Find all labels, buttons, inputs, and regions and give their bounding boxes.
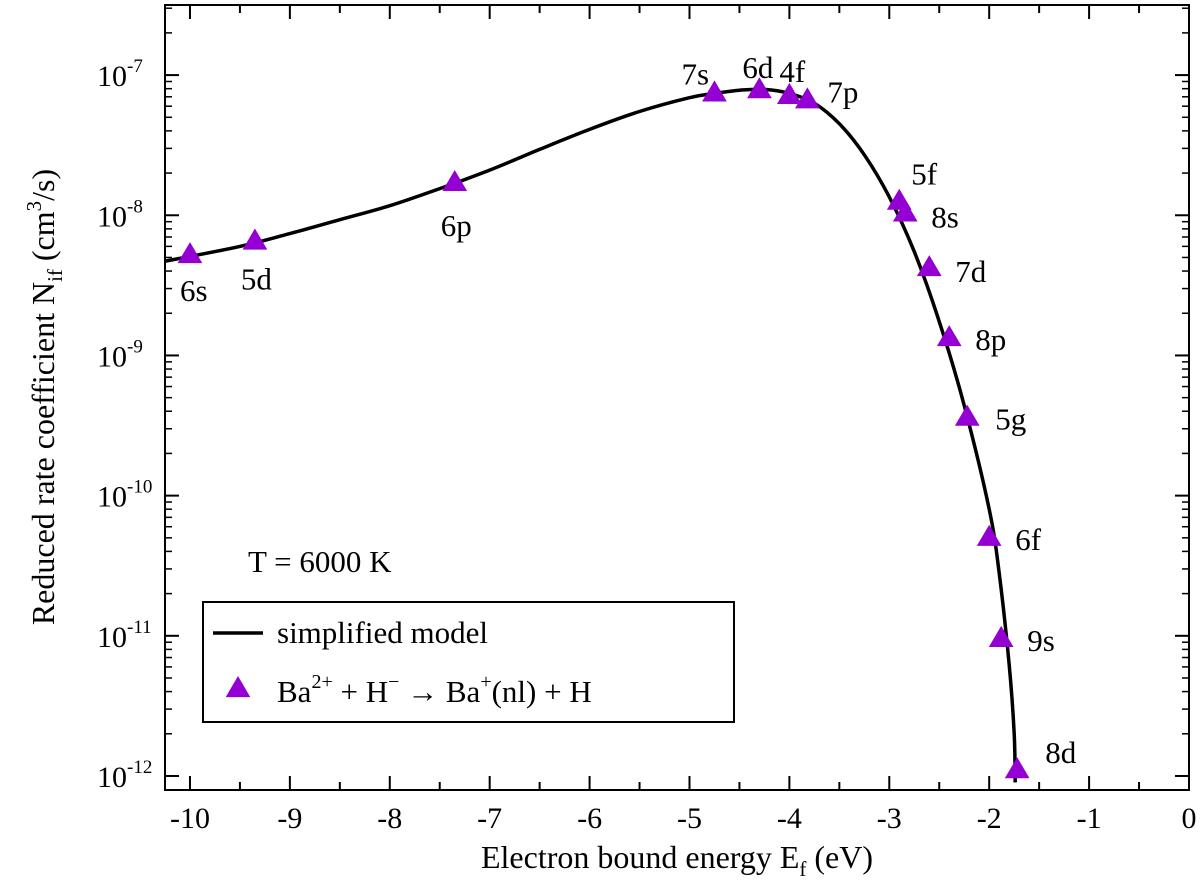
legend-reaction-part-1: Ba: [277, 674, 312, 709]
legend: simplified model Ba2+ + H− → Ba+(nl) + H: [202, 601, 735, 723]
point-label-5g: 5g: [995, 402, 1026, 437]
axis-ticks: [165, 5, 1190, 790]
legend-label-model: simplified model: [277, 615, 488, 650]
legend-reaction-sup-1: 2+: [311, 671, 332, 693]
marker-6p: [442, 170, 468, 191]
legend-reaction-part-2: + H: [333, 674, 388, 709]
data-markers: [177, 77, 1030, 779]
y-tick-label: 10-7: [97, 56, 143, 93]
x-tick-label: -9: [277, 802, 302, 835]
x-axis-title-sub: f: [799, 857, 806, 881]
legend-box: [202, 601, 735, 723]
point-label-6f: 6f: [1015, 522, 1041, 557]
y-axis-title-sub: if: [43, 269, 67, 282]
marker-5d: [242, 228, 268, 250]
x-tick-label: -5: [677, 802, 702, 835]
marker-6s: [177, 242, 203, 264]
point-label-8p: 8p: [975, 322, 1006, 357]
y-axis-title-sup: 3: [22, 201, 46, 212]
marker-5g: [954, 404, 980, 426]
x-tick-labels: -10 -9 -8 -7 -6 -5 -4 -3 -2 -1 0: [170, 802, 1197, 835]
legend-reaction-part-3: → Ba: [399, 674, 480, 709]
model-line: [164, 87, 1017, 783]
x-tick-label: -2: [977, 802, 1002, 835]
marker-7d: [916, 255, 942, 277]
marker-8p: [936, 325, 962, 347]
point-label-7d: 7d: [955, 254, 987, 289]
temperature-annotation: T = 6000 K: [248, 544, 392, 579]
x-axis-title: Electron bound energy Ef (eV): [481, 839, 873, 881]
y-axis-title-main: Reduced rate coefficient N: [25, 282, 61, 625]
legend-reaction-sup-3: +: [480, 671, 491, 693]
x-axis-title-tail: (eV): [806, 839, 873, 875]
point-label-7p: 7p: [827, 74, 858, 109]
legend-reaction-sup-2: −: [388, 671, 399, 693]
y-tick-labels: 10-12 10-11 10-10 10-9 10-8 10-7: [97, 56, 152, 794]
point-label-9s: 9s: [1027, 623, 1055, 658]
point-label-7s: 7s: [682, 56, 710, 91]
y-tick-label: 10-9: [97, 336, 143, 373]
x-tick-label: -8: [377, 802, 402, 835]
point-label-8d: 8d: [1045, 735, 1077, 770]
x-tick-label: -1: [1077, 802, 1102, 835]
y-axis-title-mid: (cm: [25, 211, 61, 269]
point-labels: 6s 5d 6p 7s 6d 4f 7p 5f 8s 7d 8p 5g 6f 9s 8d: [180, 50, 1077, 770]
marker-9s: [988, 625, 1014, 647]
legend-reaction-part-4: (nl) + H: [492, 674, 592, 709]
point-label-6d: 6d: [742, 50, 774, 85]
x-tick-label: -3: [877, 802, 902, 835]
marker-6d: [747, 77, 772, 99]
marker-7p: [795, 87, 820, 109]
marker-6f: [976, 524, 1002, 546]
y-tick-label: 10-11: [97, 617, 152, 654]
point-label-5f: 5f: [911, 157, 938, 192]
point-label-5d: 5d: [241, 262, 273, 297]
x-tick-label: -10: [170, 802, 210, 835]
y-axis-title-tail: /s): [25, 169, 61, 201]
point-label-6p: 6p: [441, 208, 472, 243]
y-tick-label: 10-12: [97, 757, 152, 794]
marker-8s: [892, 200, 918, 222]
x-tick-label: -4: [777, 802, 802, 835]
point-label-6s: 6s: [180, 273, 208, 308]
legend-triangle-swatch: [225, 676, 251, 698]
legend-label-reaction: Ba2+ + H− → Ba+(nl) + H: [277, 671, 592, 709]
y-axis-title: Reduced rate coefficient Nif (cm3/s): [22, 169, 67, 625]
point-label-8s: 8s: [931, 200, 959, 235]
x-axis-title-main: Electron bound energy E: [481, 839, 799, 875]
x-tick-label: 0: [1182, 802, 1197, 835]
marker-8d: [1004, 757, 1030, 779]
marker-7s: [702, 80, 727, 102]
x-tick-label: -6: [577, 802, 602, 835]
marker-4f: [777, 82, 802, 104]
point-label-4f: 4f: [779, 54, 806, 89]
y-tick-label: 10-10: [97, 477, 152, 514]
y-tick-label: 10-8: [97, 196, 143, 233]
x-tick-label: -7: [477, 802, 502, 835]
